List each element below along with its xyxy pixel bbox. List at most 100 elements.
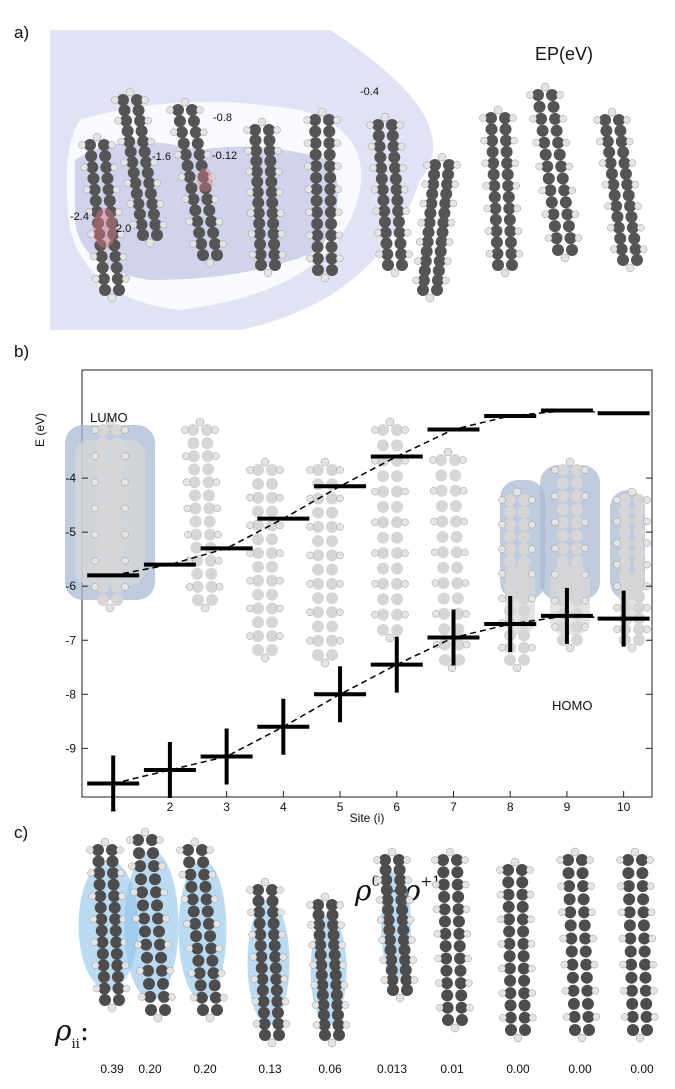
atom [432, 264, 445, 277]
atom [101, 172, 114, 185]
hydrogen [214, 530, 222, 539]
atom [567, 984, 580, 997]
atom [252, 560, 264, 573]
hydrogen [551, 623, 559, 631]
hydrogen [336, 466, 344, 474]
hydrogen [341, 1001, 350, 1009]
atom [571, 634, 583, 646]
atom [97, 970, 110, 983]
atom [149, 873, 161, 886]
atom [558, 184, 571, 197]
hydrogen [87, 869, 95, 877]
atom [249, 124, 261, 136]
atom [504, 236, 517, 249]
atom [518, 604, 530, 617]
atom [579, 945, 592, 958]
atom [450, 546, 463, 559]
atom [188, 463, 201, 476]
hydrogen [276, 886, 284, 894]
atom [130, 187, 143, 200]
atom [545, 196, 558, 209]
y-tick-label: -9 [65, 741, 76, 755]
atom [622, 867, 635, 880]
molecule [479, 105, 524, 278]
atom [326, 649, 338, 661]
atom [152, 912, 164, 925]
atom [187, 115, 200, 128]
atom [269, 962, 282, 975]
atom [140, 938, 152, 951]
atom [205, 580, 218, 593]
hydrogen [570, 847, 580, 857]
molecule [78, 132, 130, 303]
atom [326, 592, 338, 605]
hydrogen [211, 195, 220, 203]
hydrogen [613, 539, 621, 547]
atom [386, 119, 398, 131]
hydrogen [111, 96, 119, 104]
atom [131, 94, 143, 106]
hydrogen [401, 580, 409, 588]
atom [491, 247, 504, 260]
hydrogen [433, 930, 442, 938]
hydrogen [215, 217, 223, 226]
atom [202, 463, 215, 476]
hydrogen [485, 249, 494, 258]
atom [310, 194, 323, 207]
atom [599, 114, 611, 126]
hydrogen [406, 916, 415, 924]
atom [504, 543, 516, 556]
hydrogen [337, 921, 345, 929]
atom [389, 162, 402, 175]
atom [381, 248, 394, 261]
atom [391, 439, 403, 452]
atom [97, 502, 109, 515]
atom [177, 137, 190, 150]
atom [97, 463, 109, 476]
atom [108, 239, 121, 252]
atom [610, 200, 623, 213]
atom [249, 144, 262, 157]
hydrogen [91, 452, 99, 460]
atom [266, 505, 278, 518]
hydrogen [647, 882, 655, 890]
atom [456, 1014, 468, 1026]
atom [519, 1024, 531, 1036]
atom [332, 1019, 345, 1031]
atom [568, 1010, 581, 1023]
atom [518, 641, 530, 654]
hydrogen [528, 989, 537, 997]
atom [437, 592, 450, 605]
atom [454, 977, 467, 990]
atom [325, 240, 338, 253]
hydrogen [498, 594, 506, 603]
atom [254, 928, 267, 941]
atom [377, 194, 390, 207]
atom [571, 490, 583, 503]
atom [423, 216, 436, 229]
x-tick-label: 7 [450, 800, 457, 814]
atom [393, 226, 406, 239]
atom [273, 1029, 285, 1041]
hydrogen [333, 116, 341, 124]
atom [608, 189, 621, 202]
atom [546, 89, 558, 101]
atom [310, 206, 323, 219]
hydrogen [306, 580, 314, 588]
atom [201, 424, 213, 436]
atom [323, 114, 335, 126]
hydrogen [158, 862, 166, 870]
hydrogen [246, 886, 254, 894]
atom [429, 159, 441, 171]
hydrogen [613, 603, 621, 612]
hydrogen [277, 908, 285, 917]
atom [504, 987, 517, 1000]
atom [88, 183, 101, 196]
atom [309, 125, 322, 138]
atom [503, 950, 516, 963]
hydrogen [627, 487, 637, 497]
hydrogen [141, 96, 149, 104]
atom [188, 476, 201, 489]
atom [435, 500, 448, 513]
atom [396, 904, 409, 916]
